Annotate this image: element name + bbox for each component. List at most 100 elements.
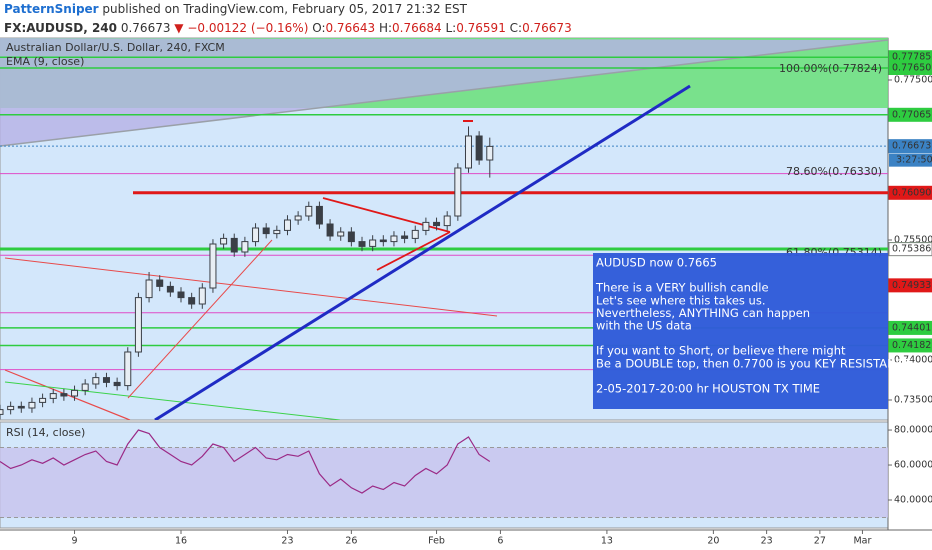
trendline <box>376 231 451 271</box>
candle-body <box>198 287 206 305</box>
candle-body <box>166 285 174 293</box>
fib-label: 78.60%(0.76330) <box>786 165 882 178</box>
price-label: 0.76673 <box>892 141 931 152</box>
candle-body <box>411 229 419 239</box>
x-tick-label: 6 <box>497 536 503 547</box>
header: PatternSniper published on TradingView.c… <box>4 2 468 16</box>
price-label-box <box>888 338 932 353</box>
price-label-box <box>888 107 932 122</box>
candle-body <box>39 397 47 403</box>
y-tick-label: 0.75500 <box>894 235 932 246</box>
pane-title: Australian Dollar/U.S. Dollar, 240, FXCM <box>6 41 225 54</box>
candle-body <box>358 241 366 247</box>
change: ▼ −0.00122 (−0.16%) <box>174 21 308 35</box>
candle-body <box>337 231 345 237</box>
published: published on TradingView.com, February 0… <box>102 2 467 16</box>
price-label: 0.77785 <box>892 52 931 63</box>
candle-body <box>464 135 472 169</box>
c-key: C: <box>510 21 522 35</box>
countdown: 3:27:50 <box>896 155 932 166</box>
candle-body <box>347 231 355 243</box>
x-tick-label: Feb <box>428 536 445 547</box>
candle-body <box>92 377 100 385</box>
x-tick-label: 13 <box>601 536 613 547</box>
price-label-box <box>888 278 932 293</box>
countdown-box <box>889 153 932 167</box>
candle-body <box>71 389 79 397</box>
h-key: H: <box>379 21 392 35</box>
indicator-title: EMA (9, close) <box>6 55 84 68</box>
candle-body <box>401 235 409 239</box>
candle-body <box>134 297 142 353</box>
annotation-line: 2-05-2017-20:00 hr HOUSTON TX TIME <box>596 382 820 396</box>
candle-body <box>188 297 196 305</box>
candle-body <box>422 221 430 231</box>
candle-body <box>262 227 270 235</box>
candle-body <box>305 205 313 217</box>
candle-body <box>475 135 483 161</box>
rsi-tick-label: 60.0000 <box>894 460 932 471</box>
candle-body <box>379 239 387 243</box>
price-label-box <box>888 139 932 154</box>
annotation-box <box>593 253 888 409</box>
annotation-line: If you want to Short, or believe there m… <box>596 344 846 358</box>
rsi-title: RSI (14, close) <box>6 426 85 439</box>
y-tick-label: 0.77500 <box>894 75 932 86</box>
x-tick-label: 16 <box>175 536 187 547</box>
candle-body <box>252 227 260 243</box>
candle-body <box>177 291 185 299</box>
candle-body <box>124 351 132 387</box>
rsi-band <box>0 447 888 518</box>
candle-body <box>241 241 249 253</box>
candle-body <box>454 167 462 217</box>
price-label-box <box>888 242 932 257</box>
l-key: L: <box>445 21 456 35</box>
y-tick-label: 0.73500 <box>894 395 932 406</box>
last: 0.76673 <box>121 21 171 35</box>
candle-body <box>7 405 15 411</box>
x-tick-label: 20 <box>707 536 719 547</box>
x-tick-label: 26 <box>345 536 357 547</box>
annotation-line: with the US data <box>596 319 692 333</box>
price-label: 0.75386 <box>892 244 931 255</box>
x-tick-label: 27 <box>814 536 826 547</box>
candle-body <box>433 221 441 227</box>
candle-body <box>283 219 291 231</box>
rsi-tick-label: 40.0000 <box>894 495 932 506</box>
quote: FX:AUDUSD, 240 0.76673 ▼ −0.00122 (−0.16… <box>4 21 572 35</box>
candle-body <box>28 401 36 409</box>
trendline <box>4 257 498 317</box>
fib-label: 100.00%(0.77824) <box>779 62 882 75</box>
x-tick-label: 9 <box>72 536 78 547</box>
author[interactable]: PatternSniper <box>4 2 99 16</box>
x-tick-label: 23 <box>281 536 293 547</box>
price-label-box <box>888 61 932 75</box>
o-val: 0.76643 <box>325 21 375 35</box>
candle-body <box>273 229 281 235</box>
price-label-box <box>888 185 932 200</box>
candle-body <box>145 279 153 299</box>
candle-body <box>102 377 110 383</box>
axis-layer: Australian Dollar/U.S. Dollar, 240, FXCM… <box>6 41 932 547</box>
h-val: 0.76684 <box>392 21 442 35</box>
trendline <box>154 84 691 420</box>
price-label: 0.77065 <box>892 109 931 120</box>
candle-body <box>369 239 377 247</box>
price-label: 0.77650 <box>892 63 931 74</box>
candle-body <box>0 409 4 415</box>
zone-wedge-top <box>0 38 888 40</box>
price-label: 0.76090 <box>892 187 931 198</box>
candle-body <box>81 383 89 391</box>
rsi-tick-label: 80.0000 <box>894 425 932 436</box>
annotation-line: There is a VERY bullish candle <box>595 281 769 295</box>
symbol: FX:AUDUSD, 240 <box>4 21 117 35</box>
candle-body <box>209 243 217 289</box>
trendline <box>127 239 273 399</box>
candle-body <box>315 205 323 225</box>
rsi-layer <box>0 429 888 519</box>
l-val: 0.76591 <box>456 21 506 35</box>
price-label-box <box>888 320 932 335</box>
candle-body <box>326 223 334 237</box>
candle-body <box>156 279 164 287</box>
